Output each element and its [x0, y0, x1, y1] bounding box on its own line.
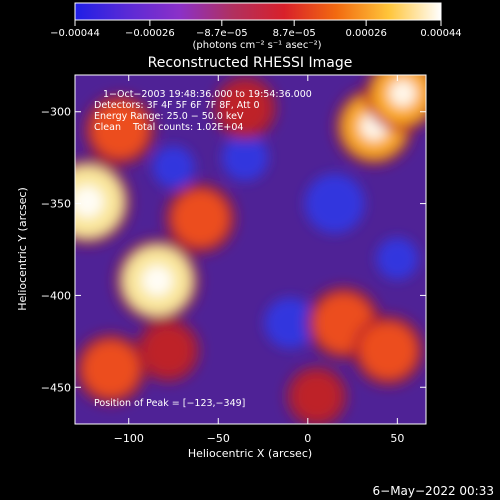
- colorbar-tick-label: 8.7e−05: [273, 28, 316, 39]
- hot-region: [172, 190, 229, 247]
- hot-region: [293, 373, 340, 420]
- hot-region: [91, 101, 148, 159]
- colorbar-gradient: [74, 2, 442, 21]
- cold-region: [304, 173, 365, 234]
- colorbar-tick-label: −0.00026: [125, 28, 175, 39]
- cold-region: [152, 145, 195, 188]
- hot-region-core: [388, 79, 417, 108]
- hot-region: [360, 322, 417, 379]
- colorbar-tick-label: 0.00044: [420, 28, 461, 39]
- x-tick-label: 50: [390, 432, 404, 445]
- heatmap-blobs: [75, 75, 426, 424]
- footer-timestamp: 6−May−2022 00:33: [373, 484, 495, 498]
- annotation-time: 1−Oct−2003 19:48:36.000 to 19:54:36.000: [103, 89, 312, 100]
- colorbar-units-label: (photons cm⁻² s⁻¹ asec⁻²): [192, 40, 321, 51]
- colorbar-tick-label: −8.7e−05: [196, 28, 248, 39]
- y-tick-label: −450: [41, 381, 71, 394]
- hot-region-core: [75, 185, 104, 218]
- hot-region: [82, 340, 140, 398]
- colorbar: −0.00044 −0.00026 −8.7e−05 8.7e−05 0.00026 0.…: [50, 2, 462, 51]
- y-tick-label: −400: [41, 289, 71, 302]
- x-tick-label: −50: [207, 432, 230, 445]
- hot-region: [220, 83, 270, 133]
- colorbar-tick-label: 0.00026: [345, 28, 386, 39]
- x-tick-label: −100: [114, 432, 144, 445]
- y-tick-label: −300: [41, 106, 71, 119]
- annotation-energy: Energy Range: 25.0 − 50.0 keV: [94, 111, 244, 122]
- plot-frame: [74, 74, 427, 425]
- annotation-block: 1−Oct−2003 19:48:36.000 to 19:54:36.000 …: [94, 89, 312, 133]
- plot-area: −100 −50 0 50 −300 −350 −400 −450: [41, 74, 427, 445]
- colorbar-ticks: −0.00044 −0.00026 −8.7e−05 8.7e−05 0.00026 0.…: [50, 20, 462, 39]
- cold-region: [264, 297, 316, 349]
- axis-ticks: −100 −50 0 50 −300 −350 −400 −450: [41, 75, 426, 445]
- annotation-clean: Clean Total counts: 1.02E+04: [94, 122, 243, 133]
- hot-region: [143, 326, 193, 375]
- chart-title: Reconstructed RHESSI Image: [148, 55, 353, 71]
- cold-region: [376, 237, 419, 280]
- x-tick-label: 0: [304, 432, 311, 445]
- peak-position-label: Position of Peak = [−123,−349]: [94, 398, 245, 409]
- y-tick-label: −350: [41, 198, 71, 211]
- cold-region: [221, 134, 269, 181]
- hot-region-core: [141, 265, 173, 297]
- annotation-detectors: Detectors: 3F 4F 5F 6F 7F 8F, Att 0: [94, 100, 260, 111]
- y-axis-label: Heliocentric Y (arcsec): [16, 187, 29, 311]
- colorbar-tick-label: −0.00044: [50, 28, 100, 39]
- x-axis-label: Heliocentric X (arcsec): [188, 447, 312, 460]
